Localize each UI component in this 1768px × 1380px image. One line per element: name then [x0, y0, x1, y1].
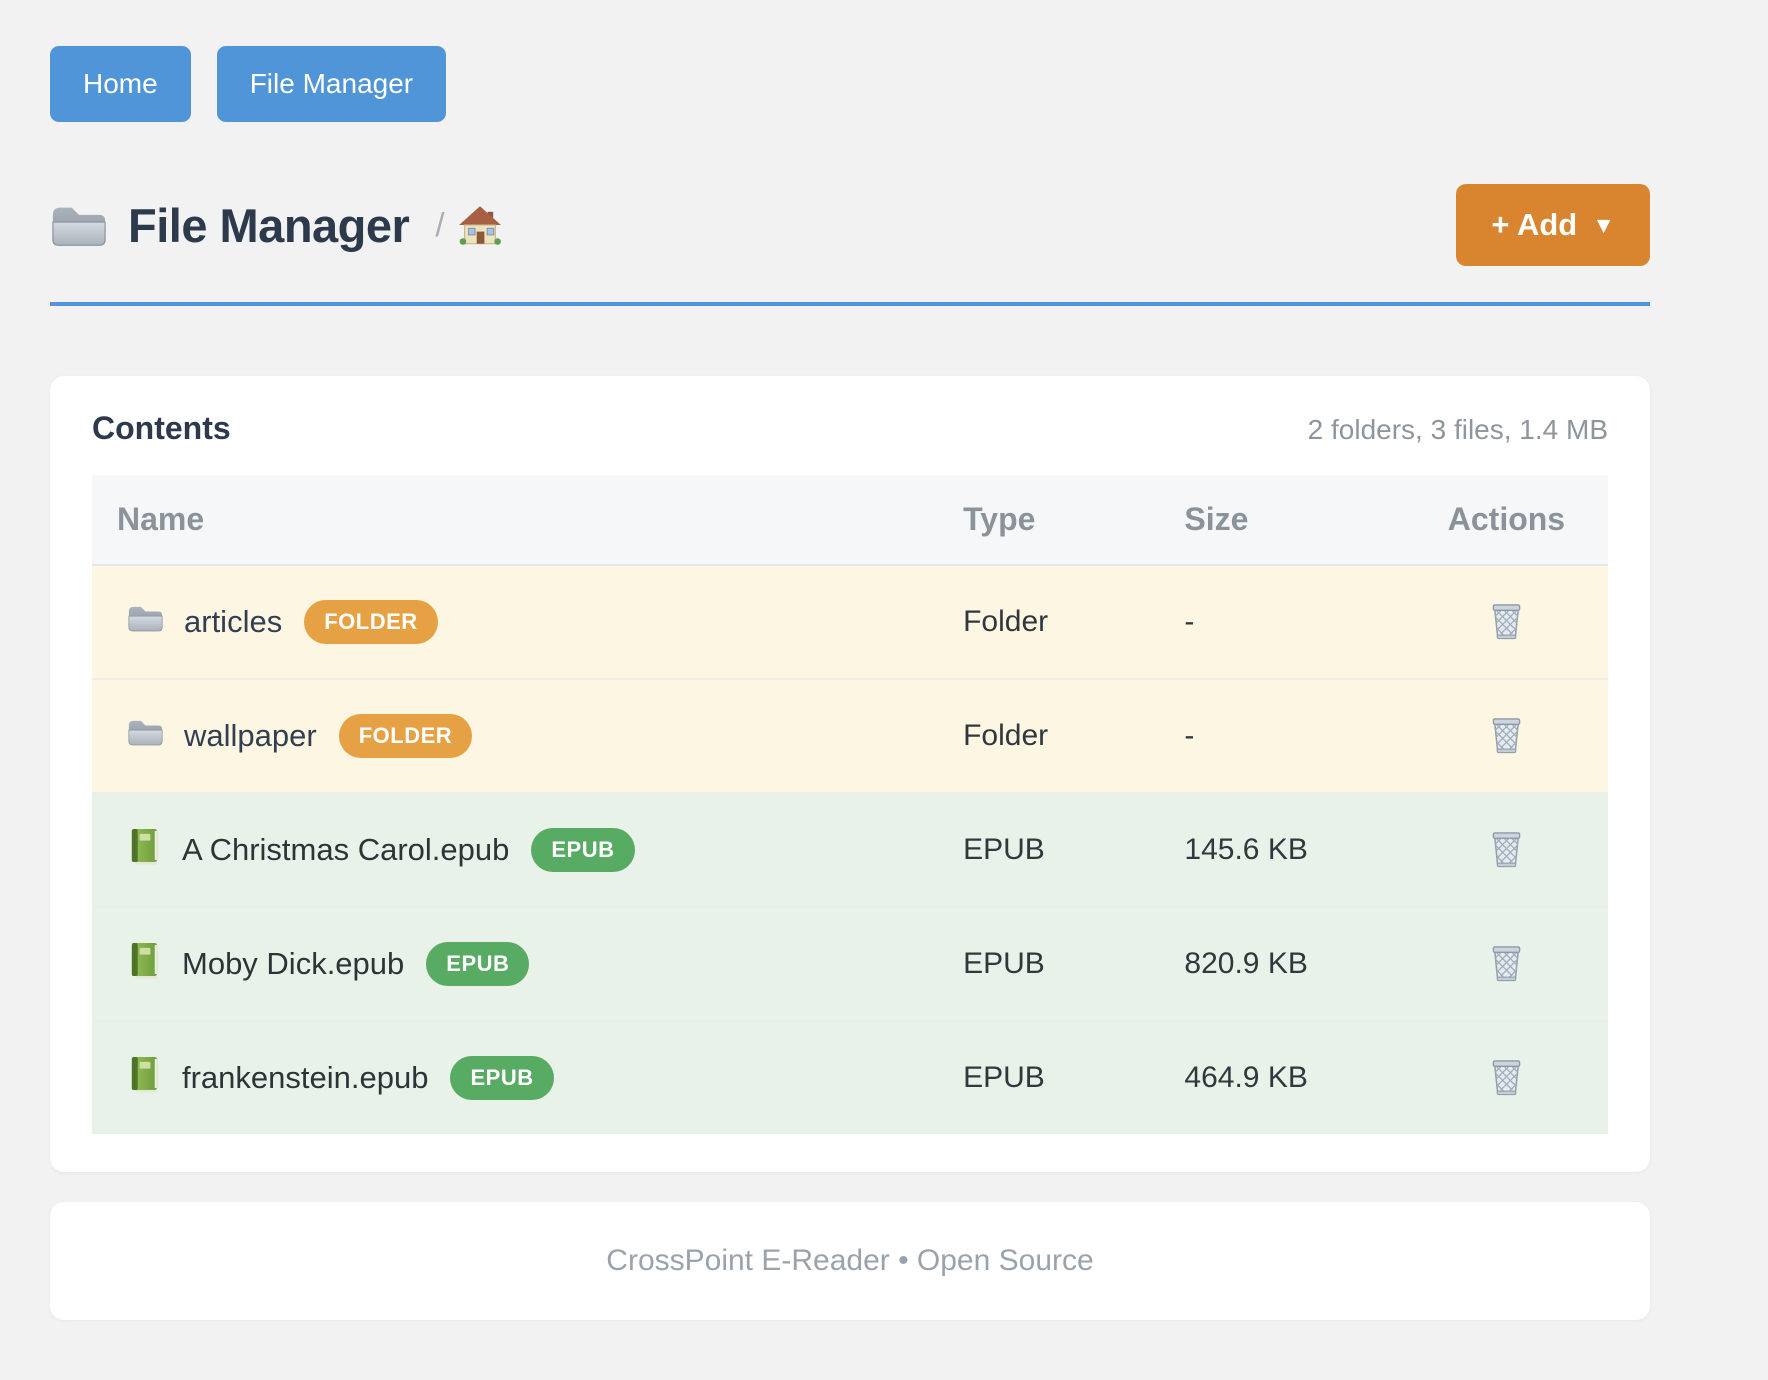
file-type: Folder [963, 719, 1049, 752]
breadcrumb-separator: / [435, 206, 445, 243]
type-badge: FOLDER [338, 714, 473, 758]
type-badge: FOLDER [304, 600, 438, 644]
file-manager-page: Home File Manager File Manager / + Add ▼… [50, 0, 1650, 1320]
delete-button[interactable] [1485, 939, 1528, 986]
book-icon [127, 941, 162, 988]
column-header-name: Name [92, 475, 954, 565]
page-title: File Manager [128, 198, 410, 252]
folder-icon [50, 201, 108, 249]
folder-icon [127, 717, 164, 755]
nav-file-manager-button[interactable]: File Manager [216, 46, 447, 122]
delete-button[interactable] [1485, 597, 1528, 644]
book-icon [127, 827, 162, 874]
delete-button[interactable] [1485, 825, 1528, 872]
folder-icon [127, 603, 164, 641]
file-name[interactable]: articles [184, 604, 283, 639]
contents-card: Contents 2 folders, 3 files, 1.4 MB Name… [50, 376, 1650, 1172]
file-table: Name Type Size Actions articles FOLDER [92, 475, 1608, 1134]
file-name[interactable]: frankenstein.epub [182, 1060, 429, 1095]
footer-text: CrossPoint E-Reader • Open Source [606, 1244, 1094, 1277]
add-button[interactable]: + Add ▼ [1456, 184, 1650, 266]
file-size: - [1184, 719, 1195, 752]
file-type: Folder [963, 605, 1049, 638]
type-badge: EPUB [426, 942, 530, 986]
top-nav: Home File Manager [50, 46, 1650, 122]
trash-icon [1489, 715, 1524, 754]
type-badge: EPUB [531, 828, 635, 872]
trash-icon [1489, 829, 1524, 868]
table-row-articles[interactable]: articles FOLDER Folder - [92, 565, 1608, 679]
column-header-actions: Actions [1404, 475, 1608, 565]
table-header-row: Name Type Size Actions [92, 475, 1608, 565]
breadcrumb: File Manager / [50, 198, 502, 253]
delete-button[interactable] [1485, 1053, 1528, 1100]
delete-button[interactable] [1485, 711, 1528, 758]
type-badge: EPUB [450, 1056, 554, 1100]
table-row-wallpaper[interactable]: wallpaper FOLDER Folder - [92, 679, 1608, 793]
book-icon [127, 1055, 162, 1102]
column-header-type: Type [953, 475, 1175, 565]
file-size: 145.6 KB [1184, 833, 1308, 866]
file-type: EPUB [963, 947, 1045, 980]
trash-icon [1489, 1057, 1524, 1096]
file-name[interactable]: wallpaper [184, 718, 317, 753]
home-icon[interactable] [458, 204, 502, 246]
title-divider [50, 302, 1650, 306]
page-header: File Manager / + Add ▼ [50, 184, 1650, 266]
caret-down-icon: ▼ [1592, 211, 1615, 238]
trash-icon [1489, 943, 1524, 982]
file-size: - [1184, 605, 1195, 638]
file-type: EPUB [963, 833, 1045, 866]
file-type: EPUB [963, 1061, 1045, 1094]
nav-home-button[interactable]: Home [50, 46, 191, 122]
footer-card: CrossPoint E-Reader • Open Source [50, 1202, 1650, 1320]
file-size: 464.9 KB [1184, 1061, 1308, 1094]
table-row-frankenstein[interactable]: frankenstein.epub EPUB EPUB 464.9 KB [92, 1021, 1608, 1134]
file-name[interactable]: Moby Dick.epub [182, 946, 405, 981]
table-row-moby-dick[interactable]: Moby Dick.epub EPUB EPUB 820.9 KB [92, 907, 1608, 1021]
contents-summary: 2 folders, 3 files, 1.4 MB [1307, 414, 1608, 445]
file-name[interactable]: A Christmas Carol.epub [182, 832, 510, 867]
file-size: 820.9 KB [1184, 947, 1308, 980]
table-row-christmas-carol[interactable]: A Christmas Carol.epub EPUB EPUB 145.6 K… [92, 793, 1608, 907]
contents-heading: Contents [92, 410, 231, 446]
contents-card-header: Contents 2 folders, 3 files, 1.4 MB [92, 410, 1608, 447]
column-header-size: Size [1174, 475, 1405, 565]
add-button-label: + Add [1491, 207, 1578, 242]
trash-icon [1489, 601, 1524, 640]
